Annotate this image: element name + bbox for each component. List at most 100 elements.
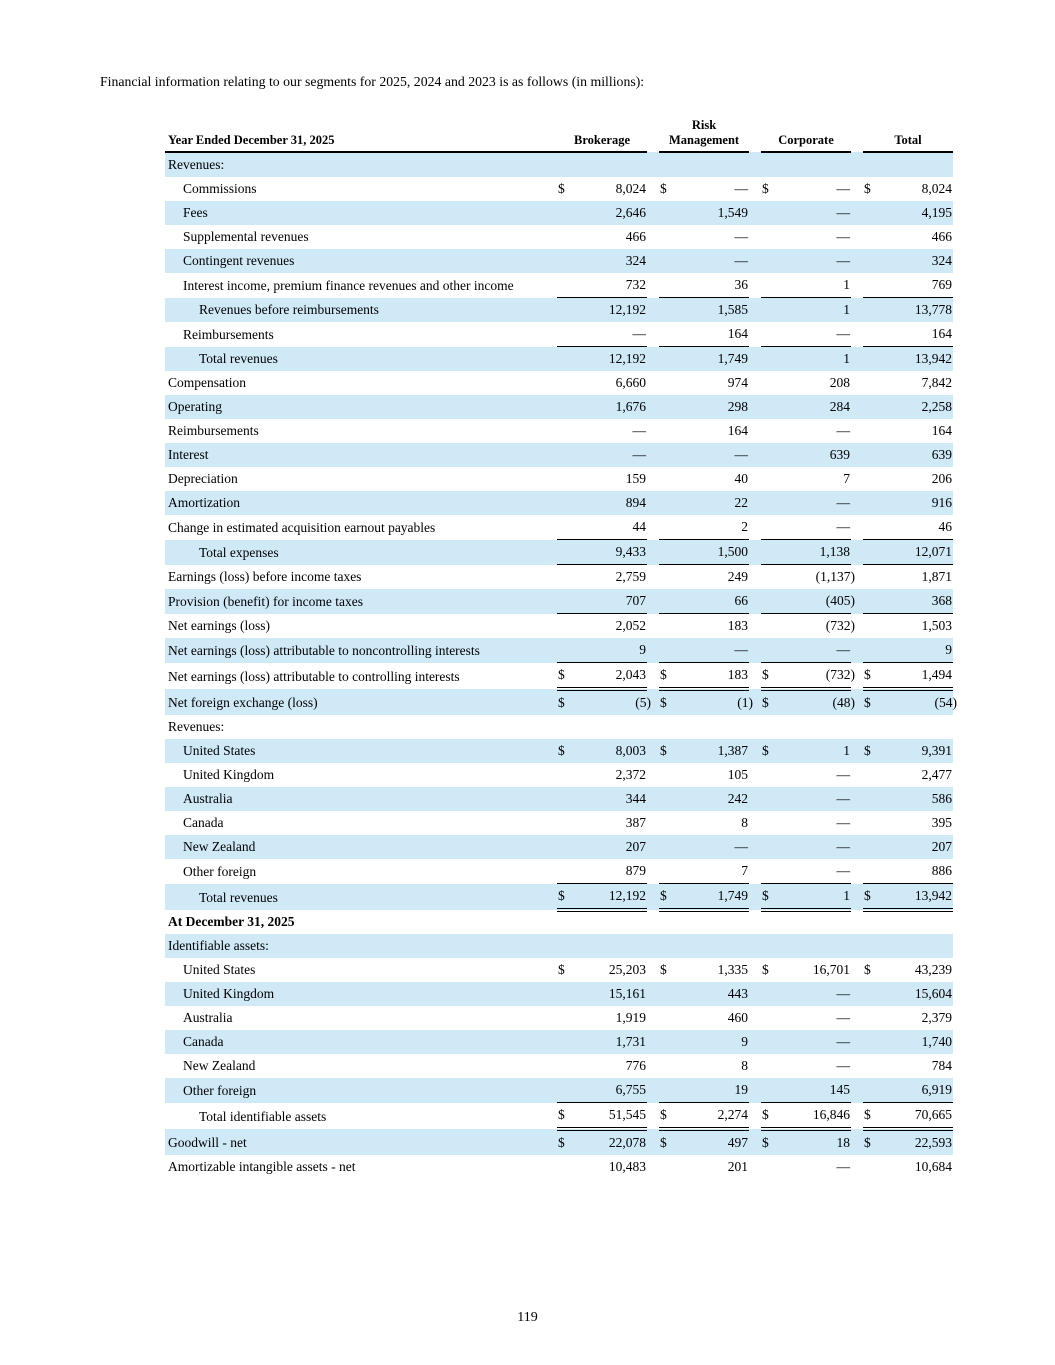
column-gap — [647, 491, 659, 515]
table-row: Total revenues $12,192 $1,749 $1 $13,942 — [165, 883, 953, 912]
table-row: Revenues before reimbursements 12,192 1,58… — [165, 297, 953, 323]
column-gap — [647, 1030, 659, 1054]
column-gap — [851, 298, 863, 323]
column-gap — [851, 347, 863, 372]
column-gap — [851, 638, 863, 663]
row-label: Interest income, premium finance revenue… — [183, 277, 514, 293]
cell-value: 183 — [727, 618, 748, 633]
value-cell: 1,731 — [557, 1030, 647, 1054]
value-cell — [761, 152, 851, 177]
cell-value: 460 — [727, 1010, 748, 1025]
cell-value: 2 — [741, 519, 748, 534]
value-cell: $ (732) — [761, 662, 855, 691]
value-cell: 707 — [557, 589, 647, 614]
cell-value: — — [836, 1010, 851, 1025]
table-row: Fees 2,646 1,549 — 4,195 — [165, 201, 953, 225]
cell-value: 707 — [625, 593, 646, 608]
column-gap — [647, 249, 659, 273]
value-cell: 894 — [557, 491, 647, 515]
column-gap — [749, 910, 761, 934]
cell-value: 1,585 — [717, 302, 748, 317]
table-row: Compensation 6,660 974 208 7,842 — [165, 371, 953, 395]
section-row: Identifiable assets: — [165, 934, 953, 958]
value-cell: $16,701 — [761, 958, 851, 982]
table-row: Commissions $8,024 $ — $ — $8,024 — [165, 177, 953, 201]
cell-value: 2,759 — [615, 569, 646, 584]
cell-value: 43,239 — [914, 962, 952, 977]
table-row: Interest — — 639 639 — [165, 443, 953, 467]
dollar-sign: $ — [762, 962, 769, 977]
value-cell: 2,372 — [557, 763, 647, 787]
dollar-sign: $ — [864, 888, 871, 903]
column-gap — [851, 1030, 863, 1054]
value-cell: $ — — [659, 177, 749, 201]
row-label: United States — [183, 743, 256, 758]
value-cell: — — [761, 249, 851, 273]
cell-value: 22 — [734, 495, 749, 510]
column-gap — [749, 371, 761, 395]
column-gap — [749, 715, 761, 739]
column-gap — [749, 763, 761, 787]
column-gap — [851, 1078, 863, 1103]
value-cell: $43,239 — [863, 958, 953, 982]
value-cell: 66 — [659, 589, 749, 614]
value-cell: — — [557, 322, 647, 347]
value-cell: — — [659, 835, 749, 859]
cell-value: — — [836, 181, 851, 196]
cell-value: 207 — [625, 839, 646, 854]
value-cell: 13,942 — [863, 347, 953, 372]
column-gap — [851, 884, 863, 911]
value-cell: 886 — [863, 859, 953, 884]
cell-value: 164 — [727, 326, 748, 341]
value-cell: 974 — [659, 371, 749, 395]
cell-value: 12,192 — [608, 888, 646, 903]
column-gap — [647, 419, 659, 443]
value-cell: — — [761, 1006, 851, 1030]
table-row: Total identifiable assets $51,545 $2,274 $1… — [165, 1102, 953, 1131]
column-gap — [749, 540, 761, 565]
cell-value: — — [734, 839, 749, 854]
cell-value: 6,755 — [615, 1082, 646, 1097]
value-cell: — — [761, 1155, 851, 1179]
row-label: Total revenues — [199, 351, 278, 366]
value-cell: 395 — [863, 811, 953, 835]
cell-value: 7,842 — [921, 375, 952, 390]
value-cell: 2,258 — [863, 395, 953, 419]
cell-value: 164 — [931, 326, 952, 341]
table-row: United Kingdom 15,161 443 — 15,604 — [165, 982, 953, 1006]
cell-value: 164 — [727, 423, 748, 438]
value-cell: 344 — [557, 787, 647, 811]
column-gap — [851, 491, 863, 515]
column-gap — [647, 273, 659, 298]
dollar-sign: $ — [660, 181, 667, 196]
cell-value: 1,871 — [921, 569, 952, 584]
column-gap — [749, 298, 761, 323]
page-number: 119 — [517, 1310, 538, 1325]
value-cell — [557, 152, 647, 177]
column-gap — [851, 371, 863, 395]
value-cell: 12,192 — [557, 347, 647, 372]
value-cell: — — [659, 249, 749, 273]
dollar-sign: $ — [558, 695, 565, 710]
intro-paragraph: Financial information relating to our se… — [100, 74, 645, 89]
value-cell: 164 — [659, 322, 749, 347]
value-cell: 2,477 — [863, 763, 953, 787]
cell-value: 324 — [931, 253, 952, 268]
column-gap — [749, 1054, 761, 1078]
column-gap — [749, 1129, 761, 1155]
column-gap — [749, 322, 761, 347]
cell-value: 298 — [727, 399, 748, 414]
value-cell: 7 — [761, 467, 851, 491]
value-cell: 206 — [863, 467, 953, 491]
value-cell: — — [761, 201, 851, 225]
column-gap — [647, 663, 659, 690]
table-row: Reimbursements — 164 — 164 — [165, 419, 953, 443]
value-cell: 1 — [761, 273, 851, 298]
value-cell: 769 — [863, 273, 953, 298]
column-gap — [749, 565, 761, 590]
dollar-sign: $ — [864, 667, 871, 682]
dollar-sign: $ — [660, 695, 667, 710]
cell-value: 13,942 — [914, 351, 952, 366]
table-row: Net earnings (loss) attributable to nonc… — [165, 638, 953, 663]
column-gap — [647, 739, 659, 763]
